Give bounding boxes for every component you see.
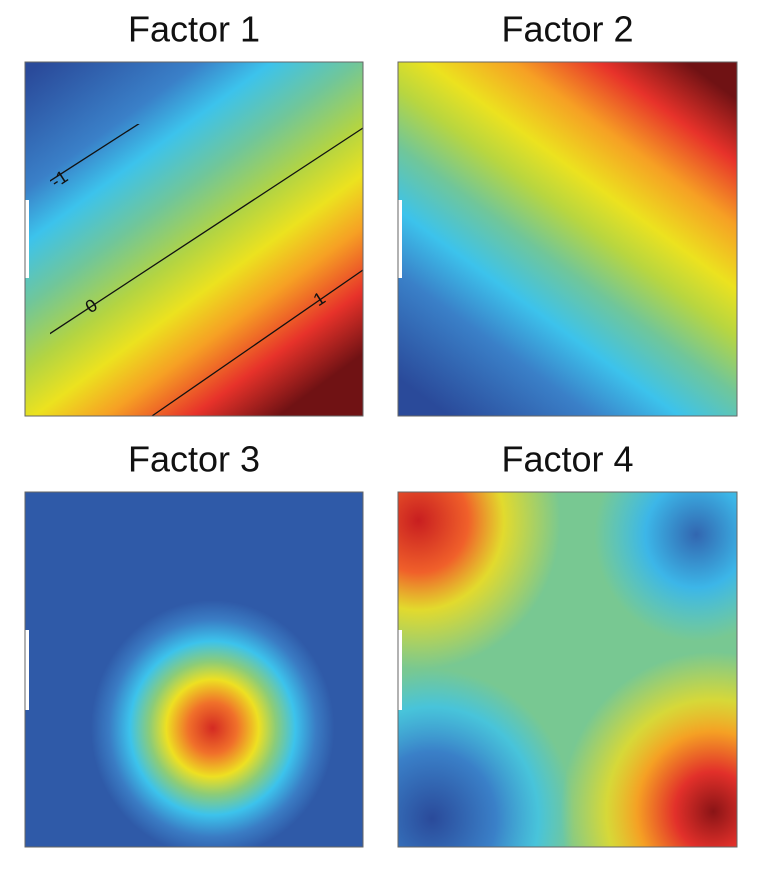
contour-line [50, 124, 140, 182]
heatmap [398, 492, 737, 847]
contour-line [50, 127, 364, 335]
edge-marker [398, 630, 402, 710]
panel-border [24, 491, 364, 848]
chart-title: Factor 1 [128, 9, 260, 50]
edge-marker [25, 630, 29, 710]
contour-line [151, 269, 364, 417]
heatmap [25, 492, 363, 847]
panel-border [397, 491, 738, 848]
panel-border [24, 61, 364, 417]
panel-border [397, 61, 738, 417]
heatmap [398, 62, 737, 416]
chart-title: Factor 4 [501, 439, 633, 480]
chart-title: Factor 2 [501, 9, 633, 50]
edge-marker [398, 200, 402, 278]
edge-marker [25, 200, 29, 278]
chart-title: Factor 3 [128, 439, 260, 480]
